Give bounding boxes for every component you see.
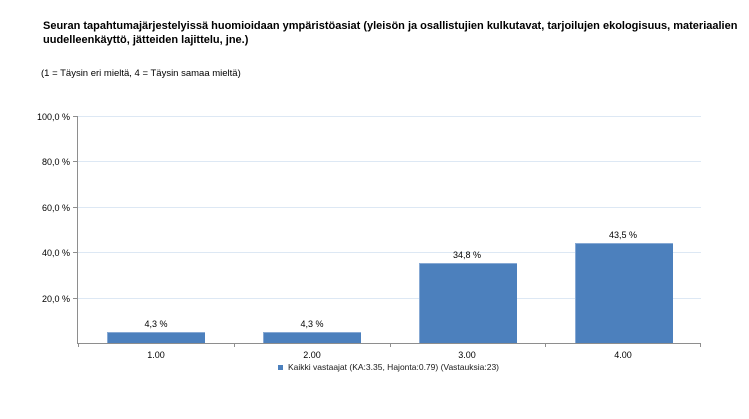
x-tick-label: 1.00 xyxy=(147,350,165,360)
y-axis-tick xyxy=(73,207,77,208)
y-tick-label: 20,0 % xyxy=(41,293,70,304)
y-axis-tick xyxy=(73,298,77,299)
x-axis-tick xyxy=(78,343,79,347)
y-tick-label: 100,0 % xyxy=(36,111,70,122)
bar xyxy=(107,332,205,343)
legend: Kaikki vastaajat (KA:3.35, Hajonta:0.79)… xyxy=(77,362,700,372)
x-axis-tick xyxy=(390,343,391,347)
x-tick-label: 4.00 xyxy=(614,350,632,360)
bar-value-label: 4,3 % xyxy=(300,319,324,329)
plot-area: 20,0 % 40,0 % 60,0 % 80,0 % 100,0 % 4,3 % 1.00… xyxy=(37,112,701,360)
bar xyxy=(575,243,673,343)
x-axis-tick xyxy=(545,343,546,347)
bar xyxy=(419,263,517,343)
legend-label: Kaikki vastaajat (KA:3.35, Hajonta:0.79)… xyxy=(287,362,500,372)
x-tick-label: 2.00 xyxy=(303,350,321,360)
chart-subtitle: (1 = Täysin eri mieltä, 4 = Täysin samaa… xyxy=(41,68,241,79)
y-axis-tick xyxy=(73,161,77,162)
x-axis-tick xyxy=(700,343,701,347)
y-tick-label: 80,0 % xyxy=(41,156,70,167)
bar-value-label: 43,5 % xyxy=(608,230,638,240)
gridline xyxy=(78,207,701,208)
gridline xyxy=(78,298,701,299)
y-axis-tick xyxy=(73,116,77,117)
x-axis-tick xyxy=(234,343,235,347)
x-tick-label: 3.00 xyxy=(458,350,476,360)
gridline xyxy=(78,116,701,117)
legend-marker-icon xyxy=(277,364,283,370)
y-axis-tick xyxy=(73,252,77,253)
bar xyxy=(263,332,361,343)
bar-value-label: 4,3 % xyxy=(144,319,168,329)
gridline xyxy=(78,252,701,253)
gridline xyxy=(78,161,701,162)
y-tick-label: 60,0 % xyxy=(41,202,70,213)
chart-title: Seuran tapahtumajärjestelyissä huomioida… xyxy=(43,20,738,46)
y-tick-label: 40,0 % xyxy=(41,247,70,258)
bar-value-label: 34,8 % xyxy=(452,250,482,260)
